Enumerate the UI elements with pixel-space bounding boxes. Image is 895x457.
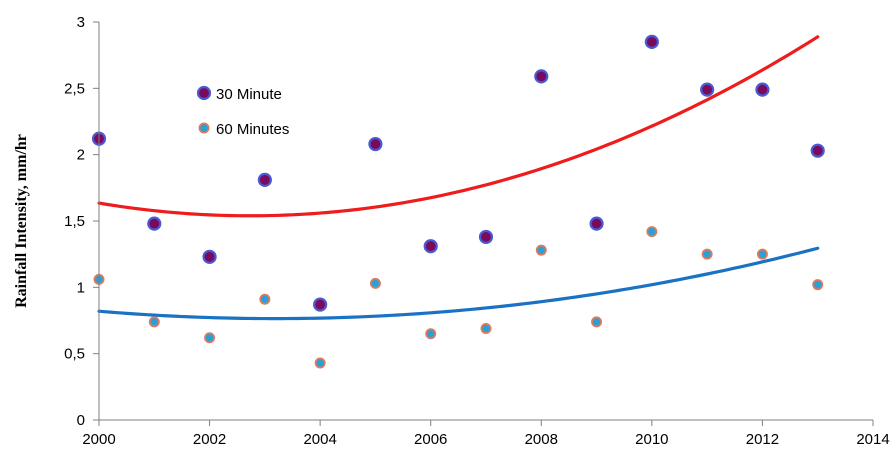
- x-tick-label: 2006: [414, 431, 447, 448]
- data-point-60-minutes: [204, 332, 216, 344]
- data-point-30-minute: [644, 34, 659, 50]
- data-point-30-minute: [257, 172, 272, 187]
- data-point-30-minute: [147, 216, 162, 231]
- legend-label-60-minutes: 60 Minutes: [216, 121, 289, 138]
- x-tick-label: 2010: [635, 431, 668, 448]
- data-point-60-minutes: [591, 316, 603, 328]
- data-point-30-minute: [589, 216, 604, 231]
- data-point-60-minutes: [148, 316, 160, 328]
- x-tick-label: 2012: [746, 431, 779, 448]
- y-tick-label: 2,5: [64, 80, 85, 97]
- x-tick-label: 2008: [525, 431, 558, 448]
- x-tick-label: 2014: [856, 431, 889, 448]
- data-point-60-minutes: [259, 293, 271, 305]
- y-tick-label: 1,5: [64, 213, 85, 230]
- data-point-60-minutes: [701, 248, 713, 260]
- y-tick-label: 0,5: [64, 346, 85, 363]
- x-tick-label: 2002: [193, 431, 226, 448]
- y-tick-label: 1: [77, 279, 85, 296]
- legend-marker-30-minute: [196, 85, 212, 101]
- data-points: [91, 34, 825, 369]
- data-point-30-minute: [313, 297, 328, 312]
- x-tick-label: 2000: [82, 431, 115, 448]
- trend-lines: [97, 35, 820, 321]
- data-point-30-minute: [534, 69, 549, 84]
- legend-marker-60-minutes: [198, 122, 210, 134]
- y-axis-title: Rainfall Intensity, mm/hr: [13, 134, 30, 308]
- data-point-60-minutes: [425, 328, 437, 340]
- data-point-60-minutes: [646, 226, 658, 238]
- x-tick-label: 2004: [303, 431, 336, 448]
- data-point-60-minutes: [314, 357, 326, 369]
- legend: 30 Minute 60 Minutes: [196, 85, 289, 138]
- data-point-30-minute: [368, 136, 383, 152]
- y-tick-label: 2: [77, 147, 85, 164]
- data-point-60-minutes: [369, 277, 381, 289]
- data-point-30-minute: [700, 82, 715, 97]
- data-point-60-minutes: [480, 322, 492, 334]
- trend-line-60-minutes: [97, 246, 820, 321]
- data-point-60-minutes: [812, 279, 824, 291]
- legend-label-30-minute: 30 Minute: [216, 86, 282, 103]
- data-point-30-minute: [202, 249, 217, 264]
- data-point-60-minutes: [535, 244, 547, 256]
- y-tick-label: 3: [77, 14, 85, 31]
- data-point-30-minute: [755, 82, 770, 97]
- data-point-30-minute: [810, 143, 825, 158]
- axes: 0 0,5 1 1,5 2 2,5 3 2000 2002 2004 2006 2008 2010 201…: [64, 14, 890, 448]
- trend-line-30-minute: [97, 35, 820, 218]
- y-tick-label: 0: [77, 412, 85, 429]
- data-point-30-minute: [478, 229, 494, 245]
- data-point-30-minute: [423, 239, 438, 254]
- data-point-60-minutes: [756, 248, 768, 260]
